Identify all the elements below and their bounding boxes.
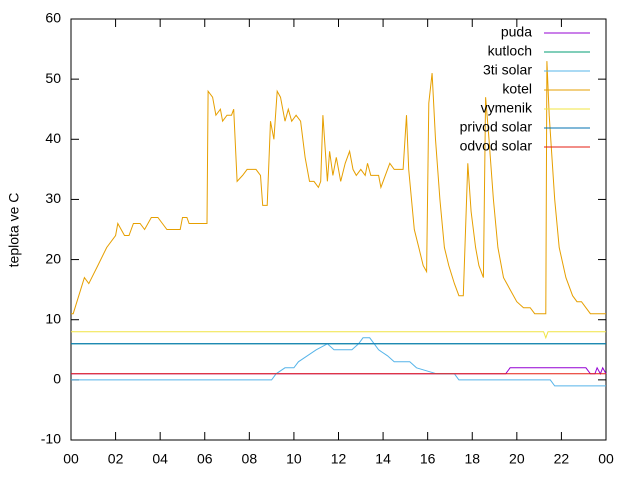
y-tick-label: 20 <box>45 250 61 266</box>
series-line <box>71 366 607 375</box>
y-tick-label: 40 <box>45 130 61 146</box>
x-tick-label: 16 <box>420 451 436 467</box>
y-tick-label: 0 <box>53 371 61 387</box>
series-line <box>71 337 606 387</box>
plot-border <box>70 18 607 441</box>
x-tick-label: 04 <box>152 451 168 467</box>
y-tick-label: 60 <box>45 10 61 26</box>
series-line <box>71 331 606 340</box>
y-tick-label: 50 <box>45 70 61 86</box>
y-axis-label: teplota ve C <box>6 193 22 268</box>
legend-label: puda <box>501 24 532 40</box>
legend-label: vymenik <box>481 100 533 116</box>
y-tick-label: 30 <box>45 190 61 206</box>
x-tick-label: 20 <box>509 451 525 467</box>
x-tick-label: 12 <box>331 451 347 467</box>
legend-label: privod solar <box>460 119 533 135</box>
x-tick-label: 00 <box>598 451 614 467</box>
x-tick-label: 06 <box>197 451 213 467</box>
y-tick-label: -10 <box>41 431 61 447</box>
x-tick-label: 18 <box>464 451 480 467</box>
legend-label: 3ti solar <box>483 62 532 78</box>
x-tick-label: 10 <box>286 451 302 467</box>
x-tick-label: 14 <box>375 451 391 467</box>
y-tick-label: 10 <box>45 310 61 326</box>
x-tick-label: 08 <box>242 451 258 467</box>
x-tick-label: 00 <box>63 451 79 467</box>
series-line <box>71 61 606 315</box>
legend-label: odvod solar <box>460 138 533 154</box>
legend-label: kutloch <box>488 43 532 59</box>
x-tick-label: 22 <box>554 451 570 467</box>
x-tick-label: 02 <box>108 451 124 467</box>
legend-label: kotel <box>502 81 532 97</box>
